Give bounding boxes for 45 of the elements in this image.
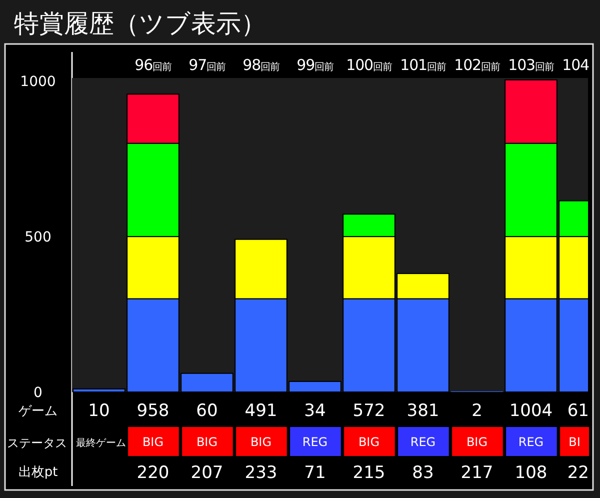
text: 2 [472, 401, 482, 421]
x-tick-label: 101回前 [400, 56, 446, 74]
y-tick-label: 1000 [20, 74, 56, 90]
text: REG [302, 435, 328, 449]
text: 83 [412, 463, 434, 483]
text: BIG [466, 435, 488, 449]
x-tick-label: 99回前 [296, 56, 334, 74]
text: ゲーム [18, 404, 58, 419]
text: 61 [567, 401, 589, 421]
text: 217 [460, 463, 494, 483]
x-tick-label: 96回前 [134, 56, 172, 74]
text: 60 [196, 401, 218, 421]
text: 1004 [509, 401, 553, 421]
text: 出枚pt [18, 465, 58, 480]
text: REG [410, 435, 436, 449]
x-tick-label: 100回前 [346, 56, 392, 74]
text: 220 [136, 463, 170, 483]
text: 71 [304, 463, 326, 483]
text: ステータス [7, 436, 67, 450]
text: BIG [358, 435, 380, 449]
text: 207 [190, 463, 224, 483]
text: 22 [567, 463, 589, 483]
text: BIG [142, 435, 164, 449]
y-tick-label: 500 [24, 230, 52, 246]
x-tick-label: 98回前 [242, 56, 280, 74]
x-tick-label: 102回前 [454, 56, 500, 74]
x-tick-label: 104 [562, 56, 590, 74]
text: 10 [88, 401, 110, 421]
text: 491 [244, 401, 278, 421]
text: BI [568, 435, 580, 449]
text: 233 [244, 463, 278, 483]
text: 958 [136, 401, 170, 421]
y-tick-label: 0 [34, 385, 42, 401]
text: BIG [250, 435, 272, 449]
text: 381 [406, 401, 440, 421]
text: BIG [196, 435, 218, 449]
chart-title: 特賞履歴（ツブ表示） [14, 9, 266, 38]
text: 108 [514, 463, 548, 483]
text: REG [518, 435, 544, 449]
text: 34 [304, 401, 326, 421]
x-tick-label: 103回前 [508, 56, 554, 74]
x-tick-label: 97回前 [188, 56, 226, 74]
text: 572 [352, 401, 386, 421]
text: 最終ゲーム [76, 437, 126, 449]
text: 215 [352, 463, 386, 483]
